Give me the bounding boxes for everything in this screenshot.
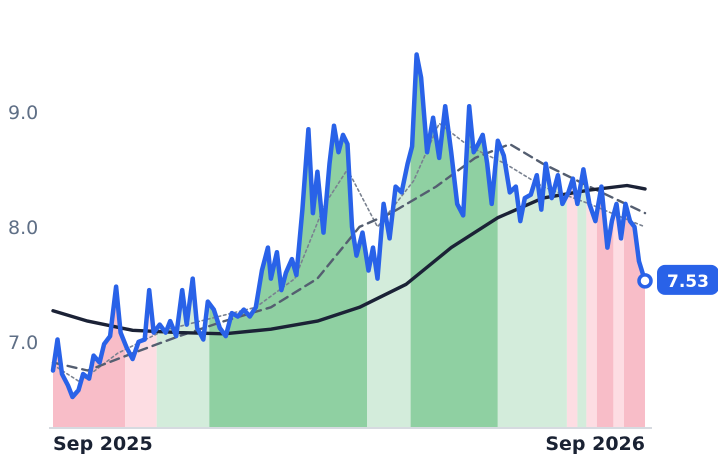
band-0 [53,286,126,428]
band-4 [367,152,411,428]
band-12 [624,203,645,428]
x-tick-label: Sep 2025 [53,433,153,455]
y-tick-label: 8.0 [8,217,38,239]
y-tick-label: 7.0 [8,332,38,354]
last-value-label: 7.53 [667,272,709,292]
band-11 [613,203,624,428]
last-value-marker: 7.53 [637,264,718,295]
band-8 [577,169,587,428]
band-5 [410,54,498,428]
series-price [50,52,648,400]
series-lines [50,52,648,400]
x-tick-labels: Sep 2025 Sep 2026 [53,433,645,455]
band-6 [497,140,567,428]
band-3 [209,125,367,428]
x-tick-label: Sep 2026 [545,433,645,455]
band-1 [125,290,157,428]
last-price-dot [637,273,653,289]
y-tick-label: 9.0 [8,102,38,124]
last-value-badge [657,264,718,295]
band-2 [156,278,210,428]
band-7 [566,178,578,428]
y-tick-labels: 7.0 8.0 9.0 [8,102,38,354]
series-mid-ma [51,142,647,372]
band-9 [586,186,597,428]
